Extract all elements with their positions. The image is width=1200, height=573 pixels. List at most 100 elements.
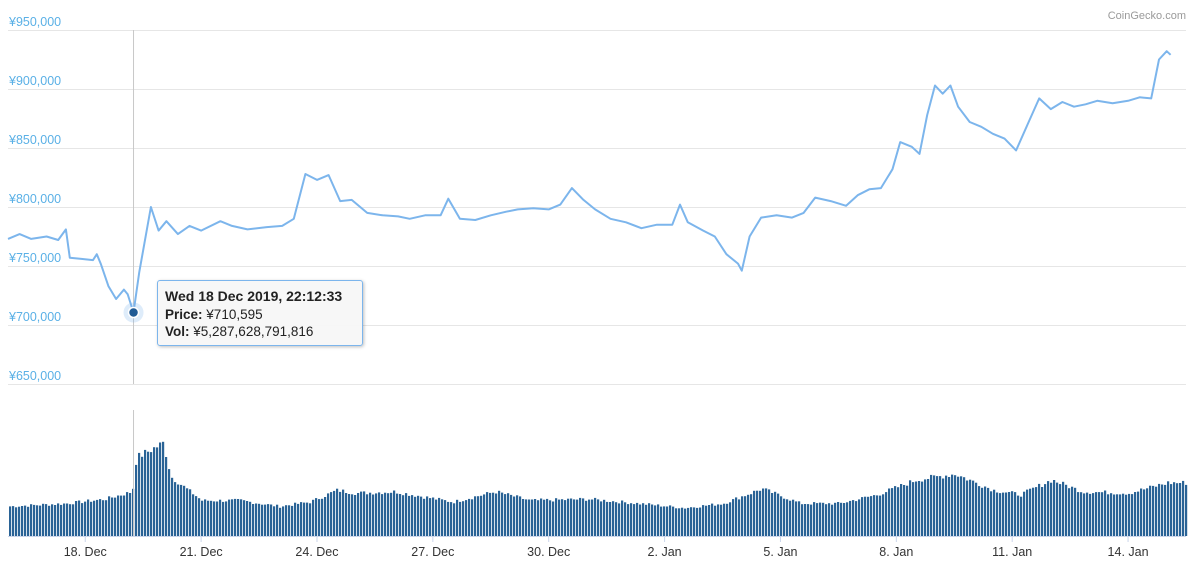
volume-bar	[60, 504, 63, 536]
volume-bar	[525, 499, 528, 536]
volume-bar	[933, 475, 936, 536]
volume-bar	[126, 492, 129, 536]
volume-bar	[840, 502, 843, 536]
volume-bar	[567, 498, 570, 536]
volume-bar	[1014, 492, 1017, 536]
volume-bar	[414, 496, 417, 536]
volume-bar	[864, 496, 867, 536]
volume-bar	[1086, 492, 1089, 536]
volume-bar	[1095, 492, 1098, 536]
volume-bar	[210, 500, 213, 536]
volume-bar	[672, 506, 675, 536]
volume-bar	[147, 451, 150, 536]
x-tick-label: 27. Dec	[411, 545, 454, 559]
volume-bar	[1137, 491, 1140, 536]
volume-bar	[189, 489, 192, 536]
volume-bar	[123, 495, 126, 536]
volume-bar	[1140, 488, 1143, 536]
volume-bar	[1053, 480, 1056, 536]
volume-bar	[159, 442, 162, 536]
volume-bar	[813, 502, 816, 536]
volume-bar	[138, 452, 141, 536]
volume-bar	[858, 499, 861, 536]
volume-bar	[786, 499, 789, 536]
volume-bar	[621, 500, 624, 536]
y-tick-label: ¥950,000	[8, 15, 61, 29]
volume-bar	[57, 503, 60, 536]
volume-bar	[390, 492, 393, 536]
volume-bar	[90, 501, 93, 536]
volume-bar	[744, 496, 747, 536]
volume-bar	[978, 486, 981, 536]
volume-bar	[129, 493, 132, 536]
x-tick-label: 11. Jan	[992, 545, 1032, 559]
volume-bar	[78, 500, 81, 536]
volume-bar	[1065, 484, 1068, 536]
volume-bar	[288, 505, 291, 536]
volume-bar	[1170, 484, 1173, 536]
volume-bar	[894, 486, 897, 536]
volume-bar	[489, 492, 492, 536]
volume-bar	[354, 495, 357, 536]
volume-bar	[321, 498, 324, 536]
volume-bar	[51, 504, 54, 536]
tooltip-vol-label: Vol:	[165, 324, 190, 339]
volume-bar	[216, 501, 219, 536]
volume-bar	[405, 493, 408, 536]
price-line	[7, 50, 1172, 314]
volume-bar	[144, 449, 147, 536]
volume-bar	[561, 499, 564, 536]
volume-bar	[432, 497, 435, 536]
volume-bar	[270, 504, 273, 536]
volume-bar	[885, 492, 888, 536]
volume-bar	[588, 499, 591, 536]
volume-bar	[18, 506, 21, 536]
volume-bar	[477, 496, 480, 536]
volume-bar	[261, 504, 264, 536]
volume-bar	[855, 501, 858, 536]
volume-bar	[294, 502, 297, 536]
volume-bar	[501, 492, 504, 536]
volume-bar	[15, 507, 18, 536]
volume-bar	[546, 498, 549, 536]
volume-bar	[195, 496, 198, 536]
volume-bar	[105, 500, 108, 536]
volume-bar	[1011, 491, 1014, 536]
volume-bar	[291, 505, 294, 536]
credit-text[interactable]: CoinGecko.com	[1108, 10, 1186, 22]
volume-bar	[366, 494, 369, 536]
volume-bar	[66, 503, 69, 536]
hover-marker[interactable]	[127, 306, 140, 319]
volume-bar	[975, 482, 978, 536]
volume-bar	[681, 507, 684, 536]
volume-bar	[531, 499, 534, 536]
volume-bar	[516, 495, 519, 536]
volume-bar	[1008, 492, 1011, 536]
y-tick-label: ¥750,000	[8, 251, 61, 265]
volume-bar	[465, 500, 468, 536]
volume-bar	[660, 506, 663, 536]
volume-bar	[276, 504, 279, 536]
volume-bar	[1134, 492, 1137, 536]
volume-bar	[282, 506, 285, 536]
volume-bar	[504, 494, 507, 536]
tooltip-vol-row: Vol: ¥5,287,628,791,816	[165, 323, 362, 341]
volume-bar	[345, 493, 348, 536]
volume-bar	[642, 503, 645, 536]
volume-bar	[234, 498, 237, 536]
volume-bar	[576, 499, 579, 536]
volume-bar	[1182, 480, 1185, 536]
volume-bar	[645, 504, 648, 536]
volume-bar	[726, 503, 729, 536]
volume-bar	[1119, 494, 1122, 536]
volume-bar	[900, 484, 903, 536]
volume-bar	[150, 452, 153, 536]
volume-bar	[1161, 484, 1164, 536]
volume-bar	[1035, 487, 1038, 536]
volume-bar	[966, 480, 969, 536]
volume-bars	[9, 441, 1188, 536]
volume-bar	[708, 505, 711, 536]
volume-bar	[114, 497, 117, 536]
volume-bar	[624, 502, 627, 536]
